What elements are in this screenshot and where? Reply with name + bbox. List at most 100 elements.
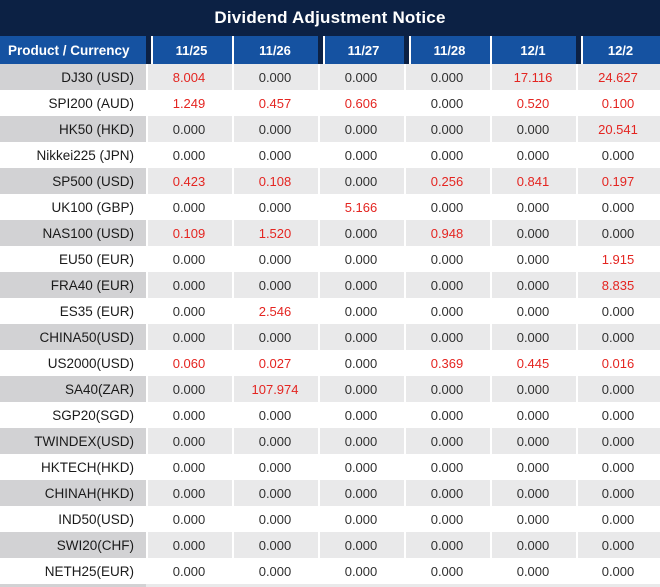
product-cell: SWI20(CHF) — [0, 532, 146, 558]
dividend-value-cell: 0.000 — [404, 402, 490, 428]
product-cell: DJ30 (USD) — [0, 64, 146, 90]
dividend-value-cell: 0.000 — [404, 298, 490, 324]
dividend-value-cell: 0.000 — [318, 116, 404, 142]
dividend-value-cell: 0.108 — [232, 168, 318, 194]
date-header: 12/2 — [576, 36, 660, 64]
dividend-value-cell: 0.000 — [232, 558, 318, 584]
date-header: 11/25 — [146, 36, 232, 64]
dividend-value-cell: 0.000 — [576, 480, 660, 506]
table-row: HKTECH(HKD) 0.000 0.000 0.000 0.000 0.000 0.00… — [0, 454, 660, 480]
dividend-value-cell: 0.000 — [318, 142, 404, 168]
dividend-value-cell: 0.000 — [146, 116, 232, 142]
dividend-value-cell: 17.116 — [490, 64, 576, 90]
dividend-value-cell: 0.000 — [232, 506, 318, 532]
dividend-value-cell: 107.974 — [232, 376, 318, 402]
product-cell: HK50 (HKD) — [0, 116, 146, 142]
product-cell: Nikkei225 (JPN) — [0, 142, 146, 168]
dividend-value-cell: 0.000 — [146, 142, 232, 168]
dividend-value-cell: 0.000 — [404, 454, 490, 480]
product-cell: SP500 (USD) — [0, 168, 146, 194]
dividend-value-cell: 0.000 — [146, 272, 232, 298]
product-cell: NETH25(EUR) — [0, 558, 146, 584]
next-row-label-sliver — [0, 584, 146, 587]
product-cell: UK100 (GBP) — [0, 194, 146, 220]
dividend-value-cell: 0.000 — [318, 376, 404, 402]
product-cell: FRA40 (EUR) — [0, 272, 146, 298]
dividend-value-cell: 0.000 — [146, 532, 232, 558]
dividend-value-cell: 0.197 — [576, 168, 660, 194]
dividend-value-cell: 0.000 — [146, 454, 232, 480]
dividend-value-cell: 0.000 — [404, 324, 490, 350]
dividend-value-cell: 0.000 — [404, 246, 490, 272]
dividend-value-cell: 0.000 — [318, 506, 404, 532]
table-row: FRA40 (EUR) 0.000 0.000 0.000 0.000 0.000 8.83… — [0, 272, 660, 298]
product-cell: SPI200 (AUD) — [0, 90, 146, 116]
product-cell: ES35 (EUR) — [0, 298, 146, 324]
dividend-value-cell: 1.520 — [232, 220, 318, 246]
product-cell: EU50 (EUR) — [0, 246, 146, 272]
dividend-value-cell: 0.000 — [318, 480, 404, 506]
product-cell: CHINA50(USD) — [0, 324, 146, 350]
dividend-value-cell: 0.000 — [490, 402, 576, 428]
table-row: SPI200 (AUD) 1.249 0.457 0.606 0.000 0.520 0.1… — [0, 90, 660, 116]
dividend-value-cell: 0.000 — [404, 532, 490, 558]
dividend-value-cell: 0.606 — [318, 90, 404, 116]
dividend-value-cell: 0.000 — [490, 428, 576, 454]
dividend-value-cell: 0.000 — [146, 376, 232, 402]
dividend-value-cell: 0.000 — [404, 376, 490, 402]
dividend-value-cell: 0.000 — [146, 194, 232, 220]
notice-title: Dividend Adjustment Notice — [0, 0, 660, 36]
dividend-value-cell: 0.000 — [404, 64, 490, 90]
table-row: SA40(ZAR) 0.000 107.974 0.000 0.000 0.000 0.00… — [0, 376, 660, 402]
product-cell: CHINAH(HKD) — [0, 480, 146, 506]
dividend-value-cell: 0.000 — [576, 142, 660, 168]
dividend-value-cell: 0.000 — [232, 272, 318, 298]
dividend-value-cell: 0.000 — [576, 298, 660, 324]
dividend-value-cell: 0.000 — [490, 246, 576, 272]
dividend-value-cell: 1.915 — [576, 246, 660, 272]
next-row-sliver — [0, 584, 660, 587]
date-header: 11/28 — [404, 36, 490, 64]
dividend-value-cell: 0.000 — [318, 532, 404, 558]
dividend-value-cell: 0.000 — [404, 558, 490, 584]
dividend-value-cell: 0.000 — [232, 142, 318, 168]
dividend-value-cell: 0.000 — [232, 532, 318, 558]
product-currency-header: Product / Currency — [0, 36, 146, 64]
dividend-value-cell: 0.000 — [576, 532, 660, 558]
dividend-value-cell: 0.000 — [146, 402, 232, 428]
dividend-value-cell: 0.457 — [232, 90, 318, 116]
table-row: US2000(USD) 0.060 0.027 0.000 0.369 0.445 0.01… — [0, 350, 660, 376]
dividend-value-cell: 0.000 — [404, 272, 490, 298]
table-row: NAS100 (USD) 0.109 1.520 0.000 0.948 0.000 0.0… — [0, 220, 660, 246]
dividend-value-cell: 0.000 — [318, 64, 404, 90]
dividend-value-cell: 0.445 — [490, 350, 576, 376]
date-header: 11/27 — [318, 36, 404, 64]
dividend-value-cell: 0.000 — [232, 116, 318, 142]
dividend-value-cell: 0.027 — [232, 350, 318, 376]
dividend-value-cell: 0.000 — [146, 558, 232, 584]
dividend-value-cell: 0.000 — [490, 298, 576, 324]
product-cell: NAS100 (USD) — [0, 220, 146, 246]
product-cell: SGP20(SGD) — [0, 402, 146, 428]
dividend-value-cell: 0.000 — [490, 454, 576, 480]
dividend-value-cell: 0.000 — [490, 558, 576, 584]
dividend-value-cell: 0.000 — [318, 428, 404, 454]
table-row: DJ30 (USD) 8.004 0.000 0.000 0.000 17.116 24.6… — [0, 64, 660, 90]
dividend-value-cell: 0.000 — [404, 142, 490, 168]
dividend-value-cell: 0.060 — [146, 350, 232, 376]
dividend-value-cell: 0.000 — [404, 506, 490, 532]
dividend-value-cell: 0.000 — [490, 116, 576, 142]
dividend-value-cell: 0.000 — [318, 246, 404, 272]
table-row: NETH25(EUR) 0.000 0.000 0.000 0.000 0.000 0.00… — [0, 558, 660, 584]
dividend-value-cell: 0.000 — [146, 506, 232, 532]
table-row: SP500 (USD) 0.423 0.108 0.000 0.256 0.841 0.19… — [0, 168, 660, 194]
table-row: TWINDEX(USD) 0.000 0.000 0.000 0.000 0.000 0.0… — [0, 428, 660, 454]
dividend-value-cell: 0.000 — [490, 532, 576, 558]
dividend-value-cell: 0.000 — [318, 298, 404, 324]
dividend-value-cell: 0.000 — [490, 220, 576, 246]
dividend-value-cell: 0.000 — [318, 558, 404, 584]
dividend-value-cell: 0.000 — [576, 558, 660, 584]
dividend-value-cell: 0.000 — [146, 428, 232, 454]
dividend-value-cell: 0.423 — [146, 168, 232, 194]
dividend-value-cell: 0.000 — [318, 454, 404, 480]
